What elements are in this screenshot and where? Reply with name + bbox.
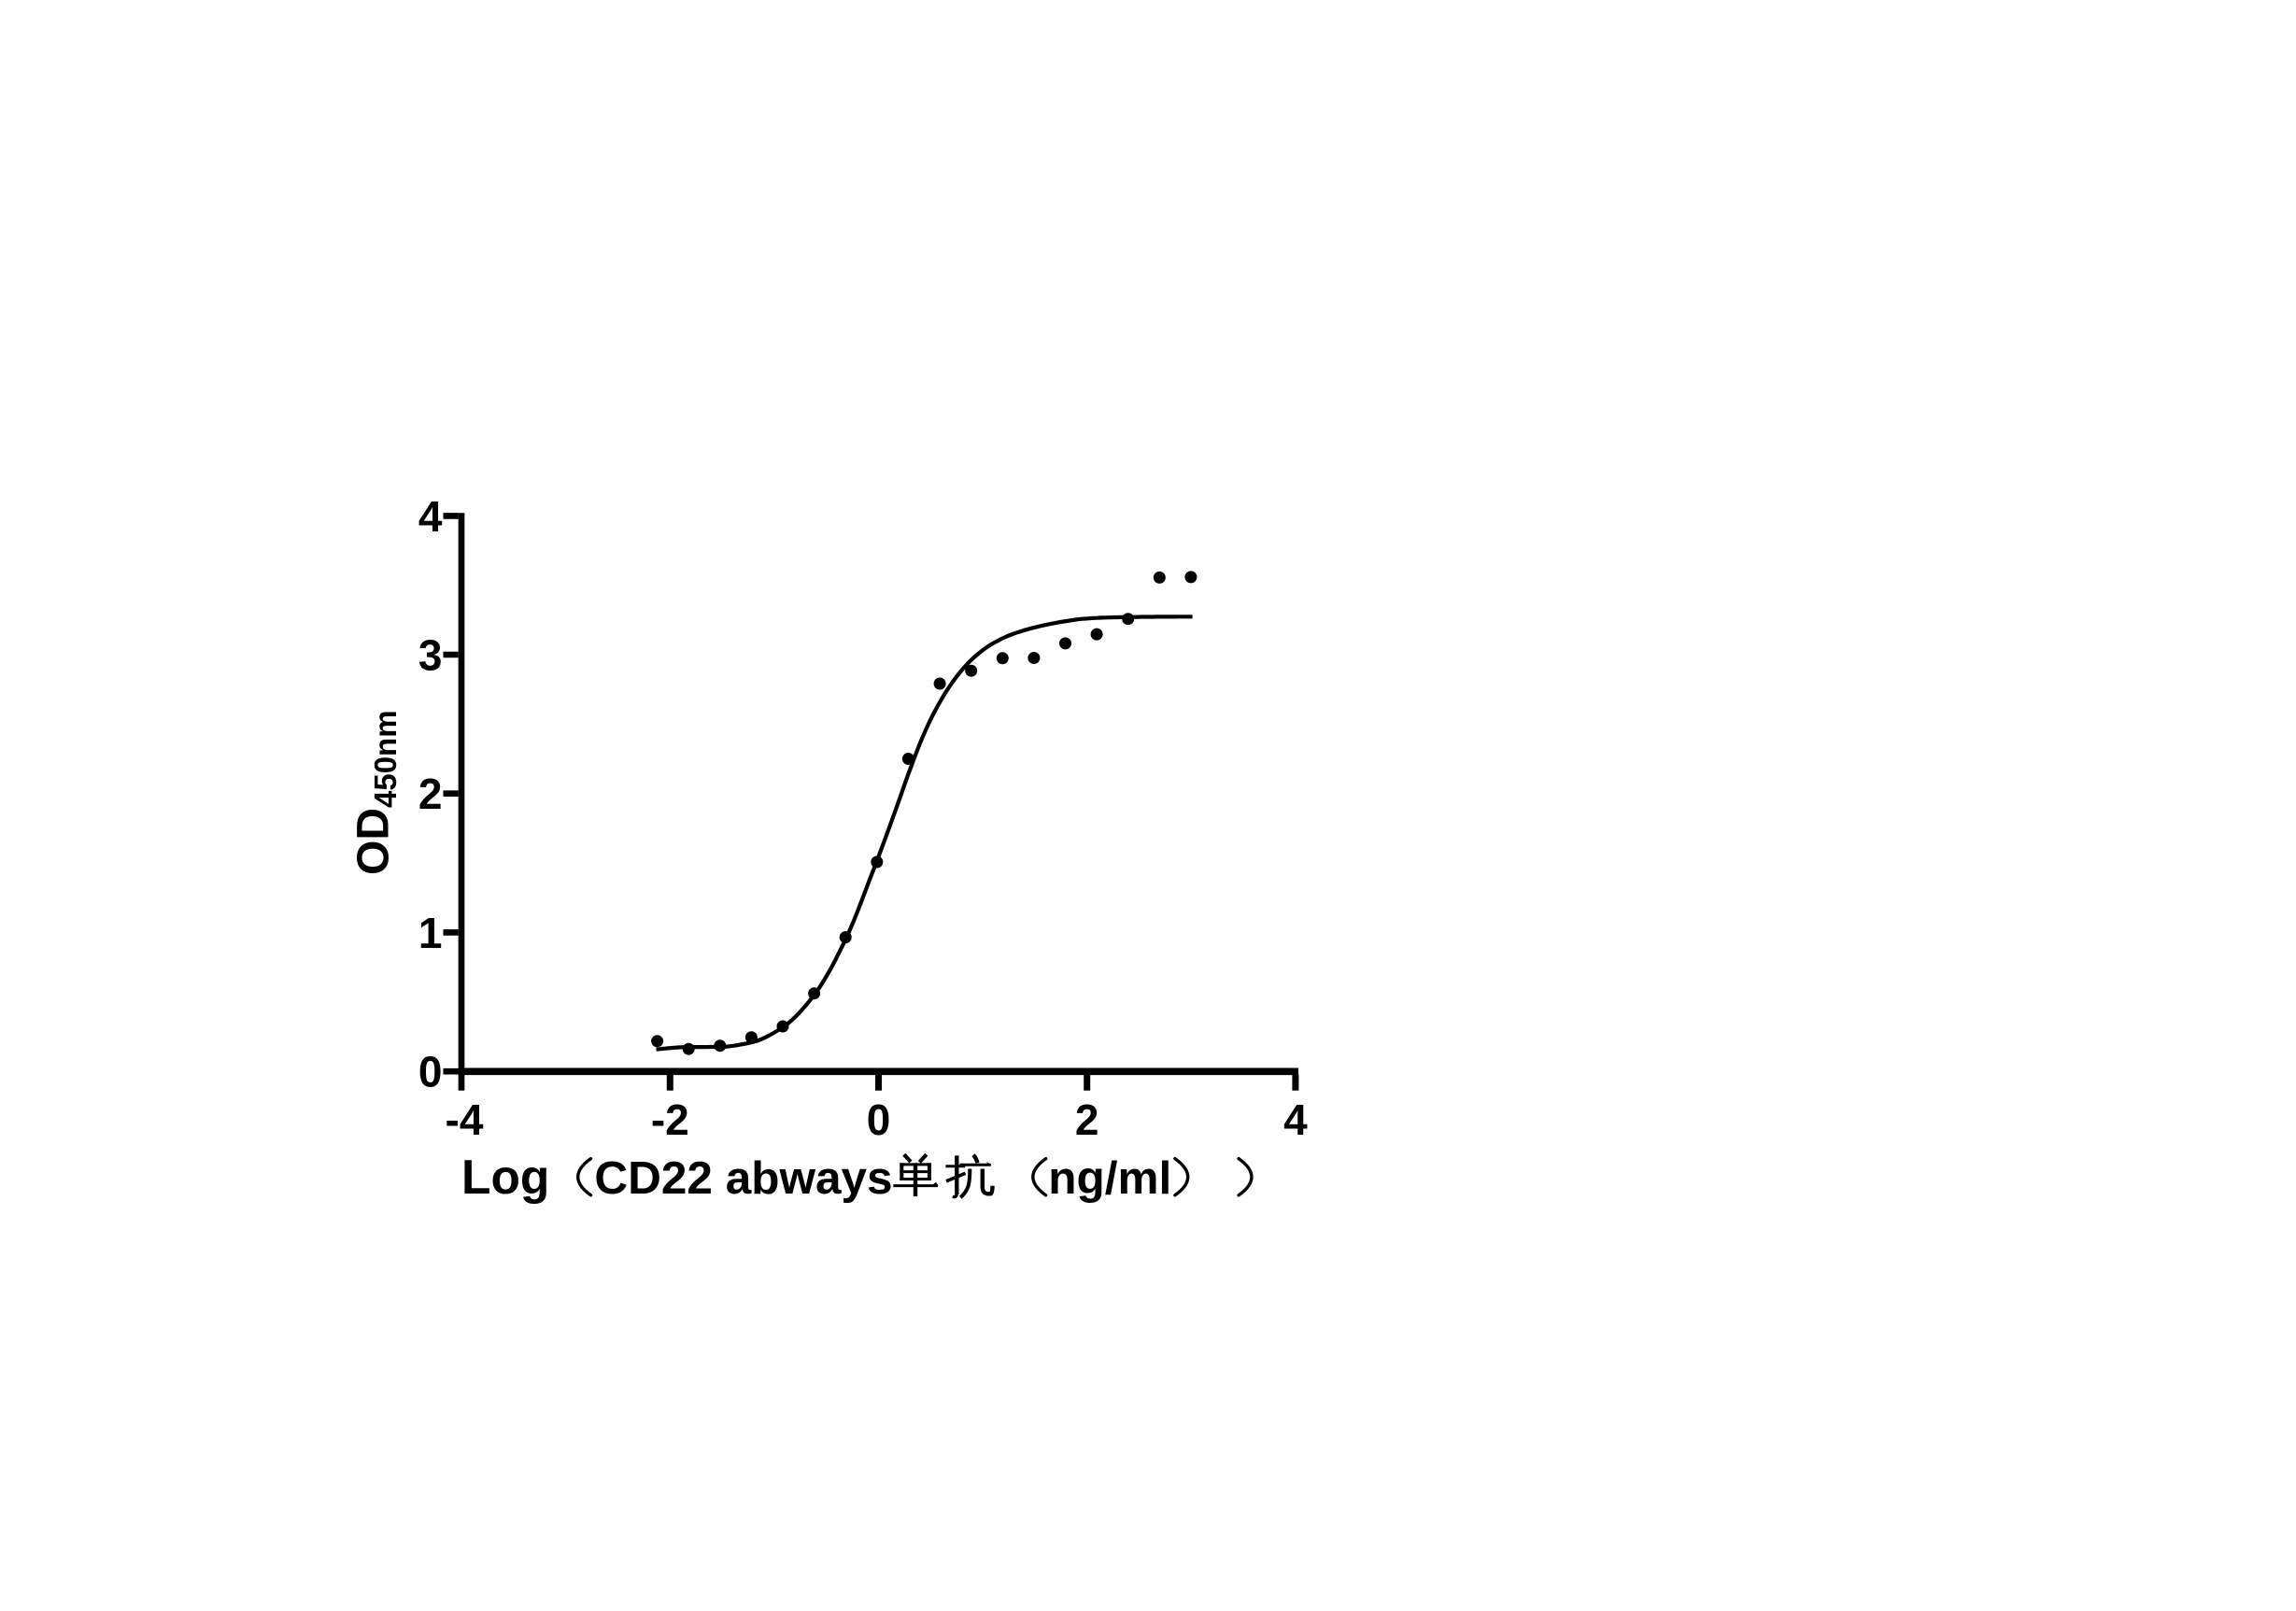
svg-text:-2: -2: [651, 1095, 689, 1144]
svg-text:1: 1: [418, 909, 443, 957]
svg-text:Log: Log: [461, 1150, 549, 1204]
svg-text:2: 2: [418, 770, 443, 818]
svg-text:-4: -4: [446, 1095, 484, 1144]
svg-text:4: 4: [1283, 1095, 1308, 1144]
svg-text:0: 0: [867, 1095, 891, 1144]
svg-text:ng/ml: ng/ml: [1048, 1152, 1171, 1204]
svg-text:3: 3: [418, 631, 443, 680]
svg-text:CD22 abways: CD22 abways: [594, 1152, 892, 1204]
svg-text:2: 2: [1075, 1095, 1099, 1144]
svg-text:4: 4: [418, 492, 443, 541]
svg-text:0: 0: [418, 1048, 443, 1096]
